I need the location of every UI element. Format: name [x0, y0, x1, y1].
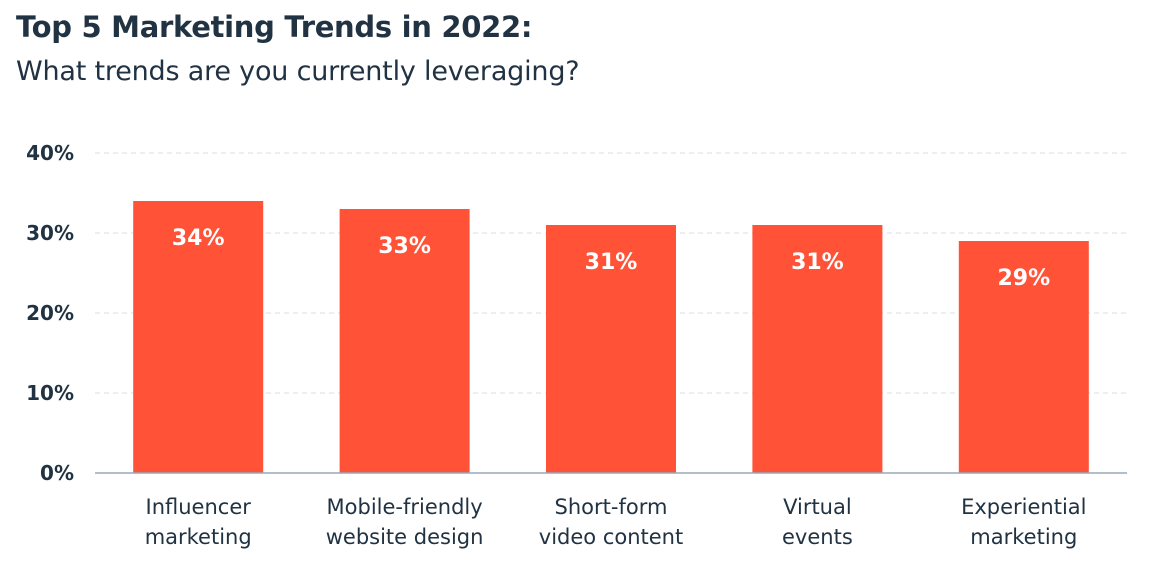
bar-value-label: 31%: [791, 250, 844, 275]
x-tick-label: Influencer marketing: [145, 495, 252, 549]
bar: [133, 201, 264, 473]
bar: [546, 225, 676, 473]
bar: [752, 225, 883, 473]
y-tick-label: 30%: [26, 221, 74, 245]
category-labels: Influencer marketing Mobile-friendly websit…: [145, 495, 1087, 549]
chart-subtitle: What trends are you currently leveraging…: [16, 56, 580, 87]
y-tick-label: 40%: [26, 141, 74, 165]
bar-value-label: 31%: [585, 250, 638, 275]
bars: [133, 201, 1089, 473]
x-tick-label: Short-form video content: [539, 495, 683, 549]
y-tick-label: 10%: [26, 381, 74, 405]
y-tick-label: 20%: [26, 301, 74, 325]
bar-value-labels: 34% 33% 31% 31% 29%: [172, 226, 1050, 291]
y-tick-label: 0%: [40, 461, 74, 485]
chart-title: Top 5 Marketing Trends in 2022:: [16, 10, 533, 44]
bar-value-label: 29%: [997, 266, 1050, 291]
bar: [339, 209, 470, 473]
x-tick-label: Virtual events: [782, 495, 853, 549]
bar-value-label: 34%: [172, 226, 225, 251]
y-axis-ticks: 0% 10% 20% 30% 40%: [26, 141, 74, 485]
x-tick-label: Experiential marketing: [961, 495, 1086, 549]
x-tick-label: Mobile-friendly website design: [326, 495, 484, 549]
bar: [958, 241, 1089, 473]
bar-value-label: 33%: [378, 234, 431, 259]
